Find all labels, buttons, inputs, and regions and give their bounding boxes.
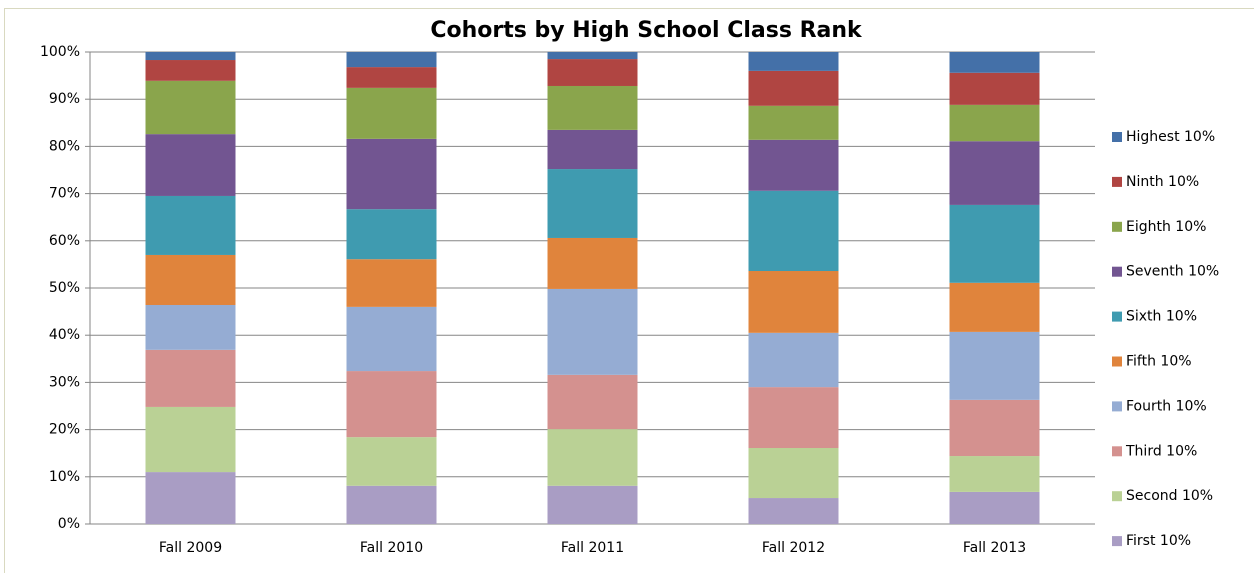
y-tick-label: 60% xyxy=(49,233,80,249)
bar-segment xyxy=(949,491,1040,524)
bar-segment xyxy=(547,429,638,486)
legend-label: Eighth 10% xyxy=(1126,219,1206,235)
bar-segment xyxy=(949,72,1040,105)
legend-swatch xyxy=(1112,266,1122,277)
bar-segment xyxy=(346,67,437,88)
bar-segment xyxy=(547,85,638,130)
bar-segment xyxy=(748,190,839,272)
bar-segment xyxy=(346,87,437,139)
bar-segment xyxy=(748,332,839,388)
bar-segment xyxy=(748,139,839,191)
bar-segment xyxy=(145,60,236,81)
legend-label: Highest 10% xyxy=(1126,129,1215,145)
x-tick-label: Fall 2012 xyxy=(762,540,825,556)
bar-segment xyxy=(346,138,437,210)
y-tick-label: 10% xyxy=(49,469,80,485)
bar-segment xyxy=(547,237,638,289)
y-tick-label: 30% xyxy=(49,374,80,390)
bar-segment xyxy=(145,254,236,305)
legend-label: First 10% xyxy=(1126,533,1191,549)
bar-segment xyxy=(748,52,839,71)
bar-segment xyxy=(547,59,638,86)
bar-segment xyxy=(547,52,638,60)
legend-label: Fourth 10% xyxy=(1126,398,1207,414)
bar-segment xyxy=(748,70,839,106)
bar-segment xyxy=(547,485,638,524)
bar-segment xyxy=(145,304,236,350)
y-tick-label: 80% xyxy=(49,138,80,154)
legend-label: Second 10% xyxy=(1126,488,1213,504)
bar-segment xyxy=(949,52,1040,73)
legend-swatch xyxy=(1112,311,1122,322)
x-tick-label: Fall 2011 xyxy=(561,540,624,556)
bar-segment xyxy=(949,331,1040,400)
y-tick-label: 20% xyxy=(49,422,80,438)
bar-segment xyxy=(547,129,638,170)
bar-segment xyxy=(547,374,638,430)
legend-label: Sixth 10% xyxy=(1126,309,1197,325)
y-tick-label: 90% xyxy=(49,91,80,107)
bar-segment xyxy=(748,387,839,449)
bar-segment xyxy=(949,141,1040,205)
chart-border xyxy=(4,8,1254,573)
bar-segment xyxy=(145,195,236,255)
bar-segment xyxy=(145,80,236,135)
bar-segment xyxy=(748,105,839,140)
bar-segment xyxy=(949,204,1040,283)
bar-segment xyxy=(346,259,437,307)
bar-segment xyxy=(949,456,1040,492)
legend-label: Ninth 10% xyxy=(1126,174,1199,190)
legend-swatch xyxy=(1112,356,1122,367)
y-tick-label: 100% xyxy=(40,44,80,60)
legend-label: Seventh 10% xyxy=(1126,264,1219,280)
bar-segment xyxy=(949,104,1040,142)
bar-segment xyxy=(547,169,638,238)
legend-swatch xyxy=(1112,221,1122,232)
bar-segment xyxy=(949,282,1040,332)
x-tick-label: Fall 2013 xyxy=(963,540,1026,556)
bar-segment xyxy=(346,437,437,486)
x-tick-label: Fall 2010 xyxy=(360,540,423,556)
bar-segment xyxy=(346,52,437,68)
chart-title: Cohorts by High School Class Rank xyxy=(430,18,863,43)
bar-segment xyxy=(748,448,839,499)
bar-segment xyxy=(145,406,236,473)
y-tick-label: 40% xyxy=(49,327,80,343)
bar-segment xyxy=(346,306,437,372)
legend-swatch xyxy=(1112,446,1122,457)
legend-swatch xyxy=(1112,176,1122,187)
y-tick-label: 50% xyxy=(49,280,80,296)
bar-segment xyxy=(547,288,638,375)
bar-segment xyxy=(346,209,437,260)
bar-segment xyxy=(145,134,236,196)
bar-segment xyxy=(748,498,839,524)
x-tick-label: Fall 2009 xyxy=(159,540,222,556)
bar-segment xyxy=(145,349,236,407)
legend-swatch xyxy=(1112,401,1122,412)
legend-swatch xyxy=(1112,536,1122,547)
legend-label: Fifth 10% xyxy=(1126,354,1192,370)
bar-segment xyxy=(949,399,1040,457)
legend-label: Third 10% xyxy=(1125,443,1197,459)
bar-segment xyxy=(145,472,236,524)
y-tick-label: 70% xyxy=(49,186,80,202)
bar-segment xyxy=(748,271,839,333)
bar-segment xyxy=(346,485,437,524)
y-tick-label: 0% xyxy=(58,516,80,532)
bar-segment xyxy=(346,371,437,438)
legend-swatch xyxy=(1112,491,1122,502)
legend-swatch xyxy=(1112,132,1122,142)
bar-segment xyxy=(145,52,236,61)
